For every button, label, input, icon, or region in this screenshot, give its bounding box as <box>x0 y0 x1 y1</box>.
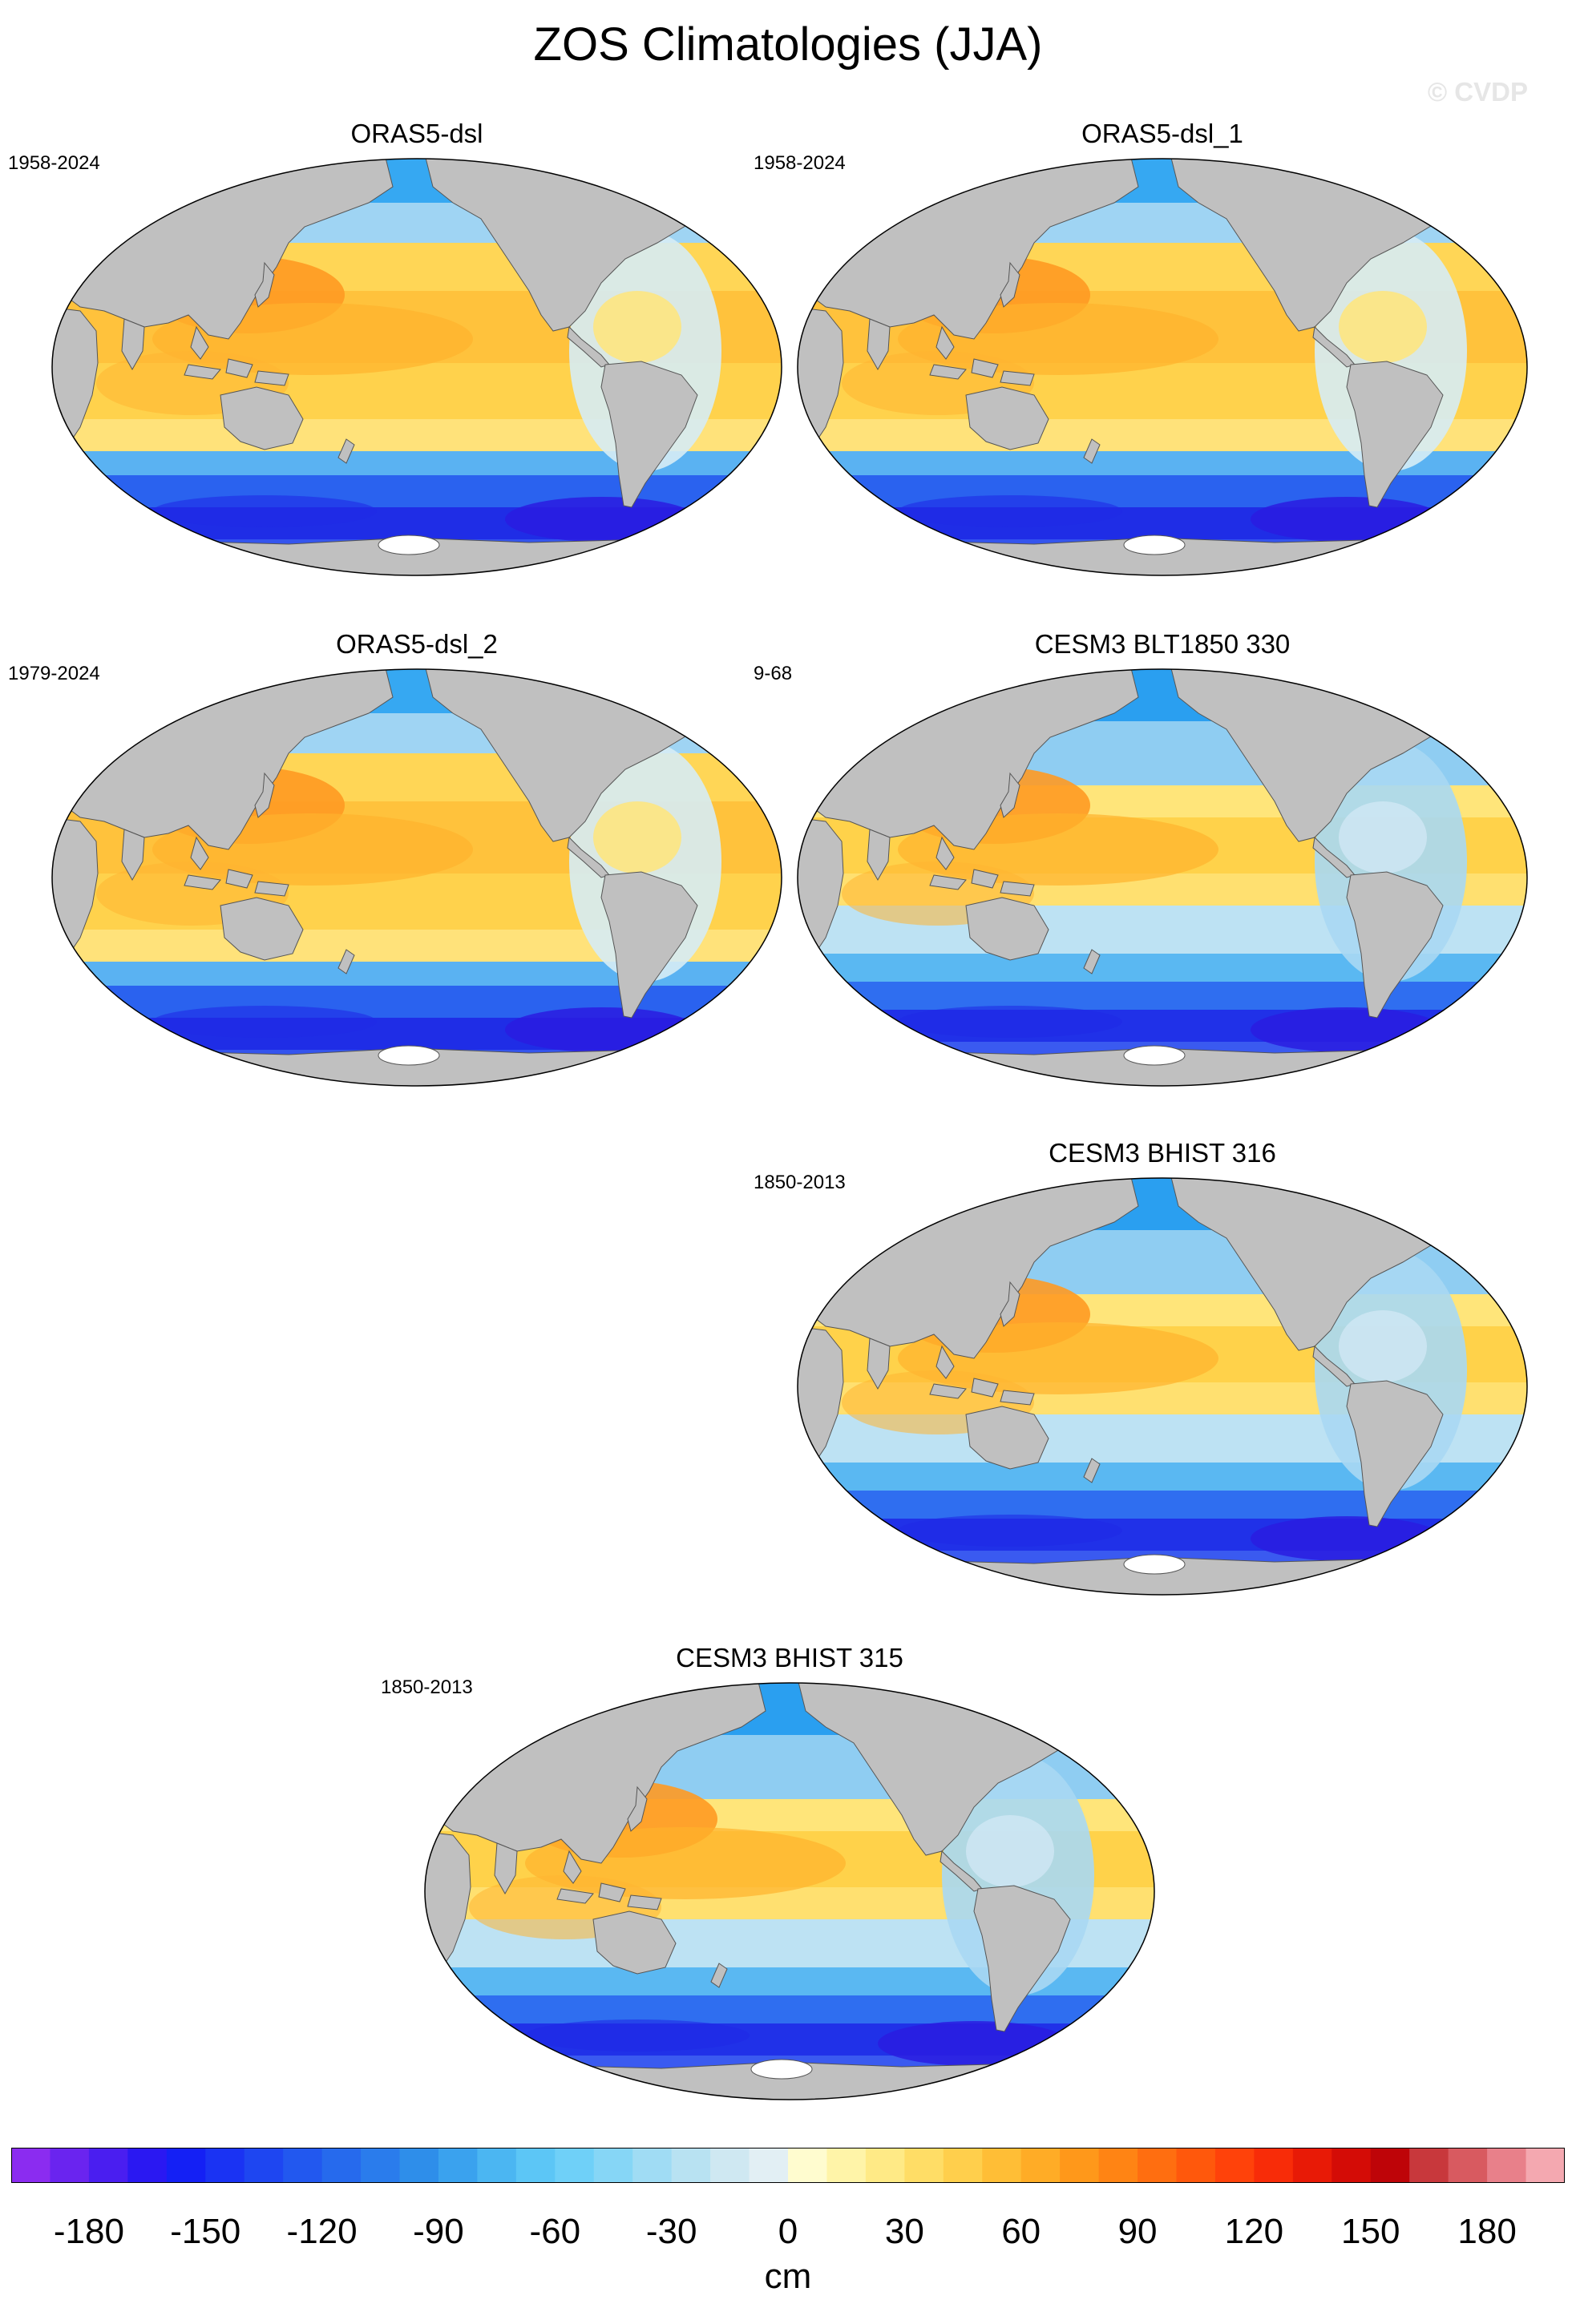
panel-title: CESM3 BHIST 316 <box>1049 1138 1276 1168</box>
colorbar-swatch <box>1370 2148 1410 2183</box>
colorbar-swatch <box>88 2148 128 2183</box>
colorbar-tick-label: -180 <box>53 2212 124 2251</box>
colorbar-swatch <box>749 2148 789 2183</box>
colorbar-swatch <box>671 2148 711 2183</box>
colorbar-swatch <box>166 2148 206 2183</box>
colorbar-swatch <box>1020 2148 1061 2183</box>
colorbar-swatch <box>710 2148 750 2183</box>
map-panel-cesm3-bhist-316: CESM3 BHIST 316 1850-2013 <box>754 1138 1531 1596</box>
panel-years: 1958-2024 <box>754 152 846 174</box>
colorbar-tick-label: 120 <box>1224 2212 1284 2251</box>
map-panel-oras5-dsl-2: ORAS5-dsl_2 1979-2024 <box>8 629 786 1087</box>
panel-title: ORAS5-dsl_1 <box>1081 119 1243 148</box>
map-panel-oras5-dsl-1: ORAS5-dsl_1 1958-2024 <box>754 119 1531 576</box>
colorbar-swatch <box>1098 2148 1138 2183</box>
colorbar-swatch <box>361 2148 400 2183</box>
colorbar-unit-label: cm <box>764 2257 812 2296</box>
colorbar-swatch <box>1409 2148 1449 2183</box>
colorbar-tick-label: 150 <box>1341 2212 1400 2251</box>
world-map <box>51 668 782 1087</box>
colorbar-tick-label: 90 <box>1117 2212 1158 2251</box>
colorbar-tick-label: -150 <box>170 2212 241 2251</box>
colorbar-swatch <box>826 2148 867 2183</box>
colorbar-swatch <box>632 2148 673 2183</box>
panel-title: ORAS5-dsl_2 <box>336 629 498 659</box>
colorbar-tick-label: -120 <box>286 2212 358 2251</box>
colorbar-swatch <box>205 2148 245 2183</box>
map-panel-cesm3-blt1850-330: CESM3 BLT1850 330 9-68 <box>754 629 1531 1087</box>
colorbar-swatch <box>788 2148 827 2183</box>
colorbar-tick-label: 180 <box>1457 2212 1517 2251</box>
page-title: ZOS Climatologies (JJA) <box>533 18 1043 71</box>
colorbar-tick-labels: -180 -150 -120 -90 -60 -30 0 30 60 90 120 150 180 <box>0 2212 1576 2260</box>
world-map <box>424 1682 1155 2100</box>
colorbar-tick-label: -30 <box>645 2212 697 2251</box>
world-map <box>797 158 1528 576</box>
map-panel-cesm3-bhist-315: CESM3 BHIST 315 1850-2013 <box>381 1643 1158 2100</box>
colorbar-swatch <box>244 2148 284 2183</box>
colorbar-swatch <box>593 2148 633 2183</box>
colorbar-swatch <box>904 2148 944 2183</box>
panel-years: 1850-2013 <box>381 1676 473 1698</box>
colorbar-swatch <box>477 2148 517 2183</box>
colorbar-swatch <box>283 2148 323 2183</box>
watermark: © CVDP <box>1427 77 1528 107</box>
panel-years: 1979-2024 <box>8 663 100 684</box>
colorbar-swatch <box>438 2148 478 2183</box>
colorbar-swatch <box>127 2148 168 2183</box>
colorbar-swatch <box>1138 2148 1177 2183</box>
panel-title: CESM3 BLT1850 330 <box>1034 629 1291 659</box>
colorbar-swatch <box>1254 2148 1294 2183</box>
colorbar-swatch <box>555 2148 595 2183</box>
world-map <box>51 158 782 576</box>
colorbar-tick-label: -90 <box>413 2212 464 2251</box>
colorbar-swatch <box>1332 2148 1372 2183</box>
world-map <box>797 668 1528 1087</box>
colorbar-tick-label: 0 <box>778 2212 798 2251</box>
colorbar-swatch <box>515 2148 556 2183</box>
colorbar-swatch <box>1292 2148 1332 2183</box>
colorbar-swatch <box>321 2148 362 2183</box>
colorbar-swatch <box>865 2148 905 2183</box>
panel-title: ORAS5-dsl <box>350 119 483 148</box>
colorbar-swatch <box>1060 2148 1100 2183</box>
panel-years: 1958-2024 <box>8 152 100 174</box>
colorbar-swatch <box>1487 2148 1527 2183</box>
panel-years: 9-68 <box>754 663 793 684</box>
map-panel-oras5-dsl: ORAS5-dsl 1958-2024 <box>8 119 786 576</box>
panel-title: CESM3 BHIST 315 <box>676 1643 903 1672</box>
colorbar-swatch <box>399 2148 439 2183</box>
colorbar <box>11 2148 1565 2183</box>
panel-years: 1850-2013 <box>754 1172 846 1193</box>
colorbar-tick-label: 30 <box>884 2212 924 2251</box>
colorbar-tick-label: -60 <box>529 2212 581 2251</box>
colorbar-swatch <box>943 2148 983 2183</box>
colorbar-swatch <box>982 2148 1022 2183</box>
colorbar-swatch <box>1525 2148 1565 2183</box>
colorbar-swatch <box>1176 2148 1216 2183</box>
colorbar-swatch <box>50 2148 90 2183</box>
colorbar-swatch <box>1214 2148 1255 2183</box>
colorbar-swatch <box>11 2148 51 2183</box>
colorbar-tick-label: 60 <box>1001 2212 1041 2251</box>
world-map <box>797 1177 1528 1596</box>
colorbar-swatch <box>1448 2148 1488 2183</box>
